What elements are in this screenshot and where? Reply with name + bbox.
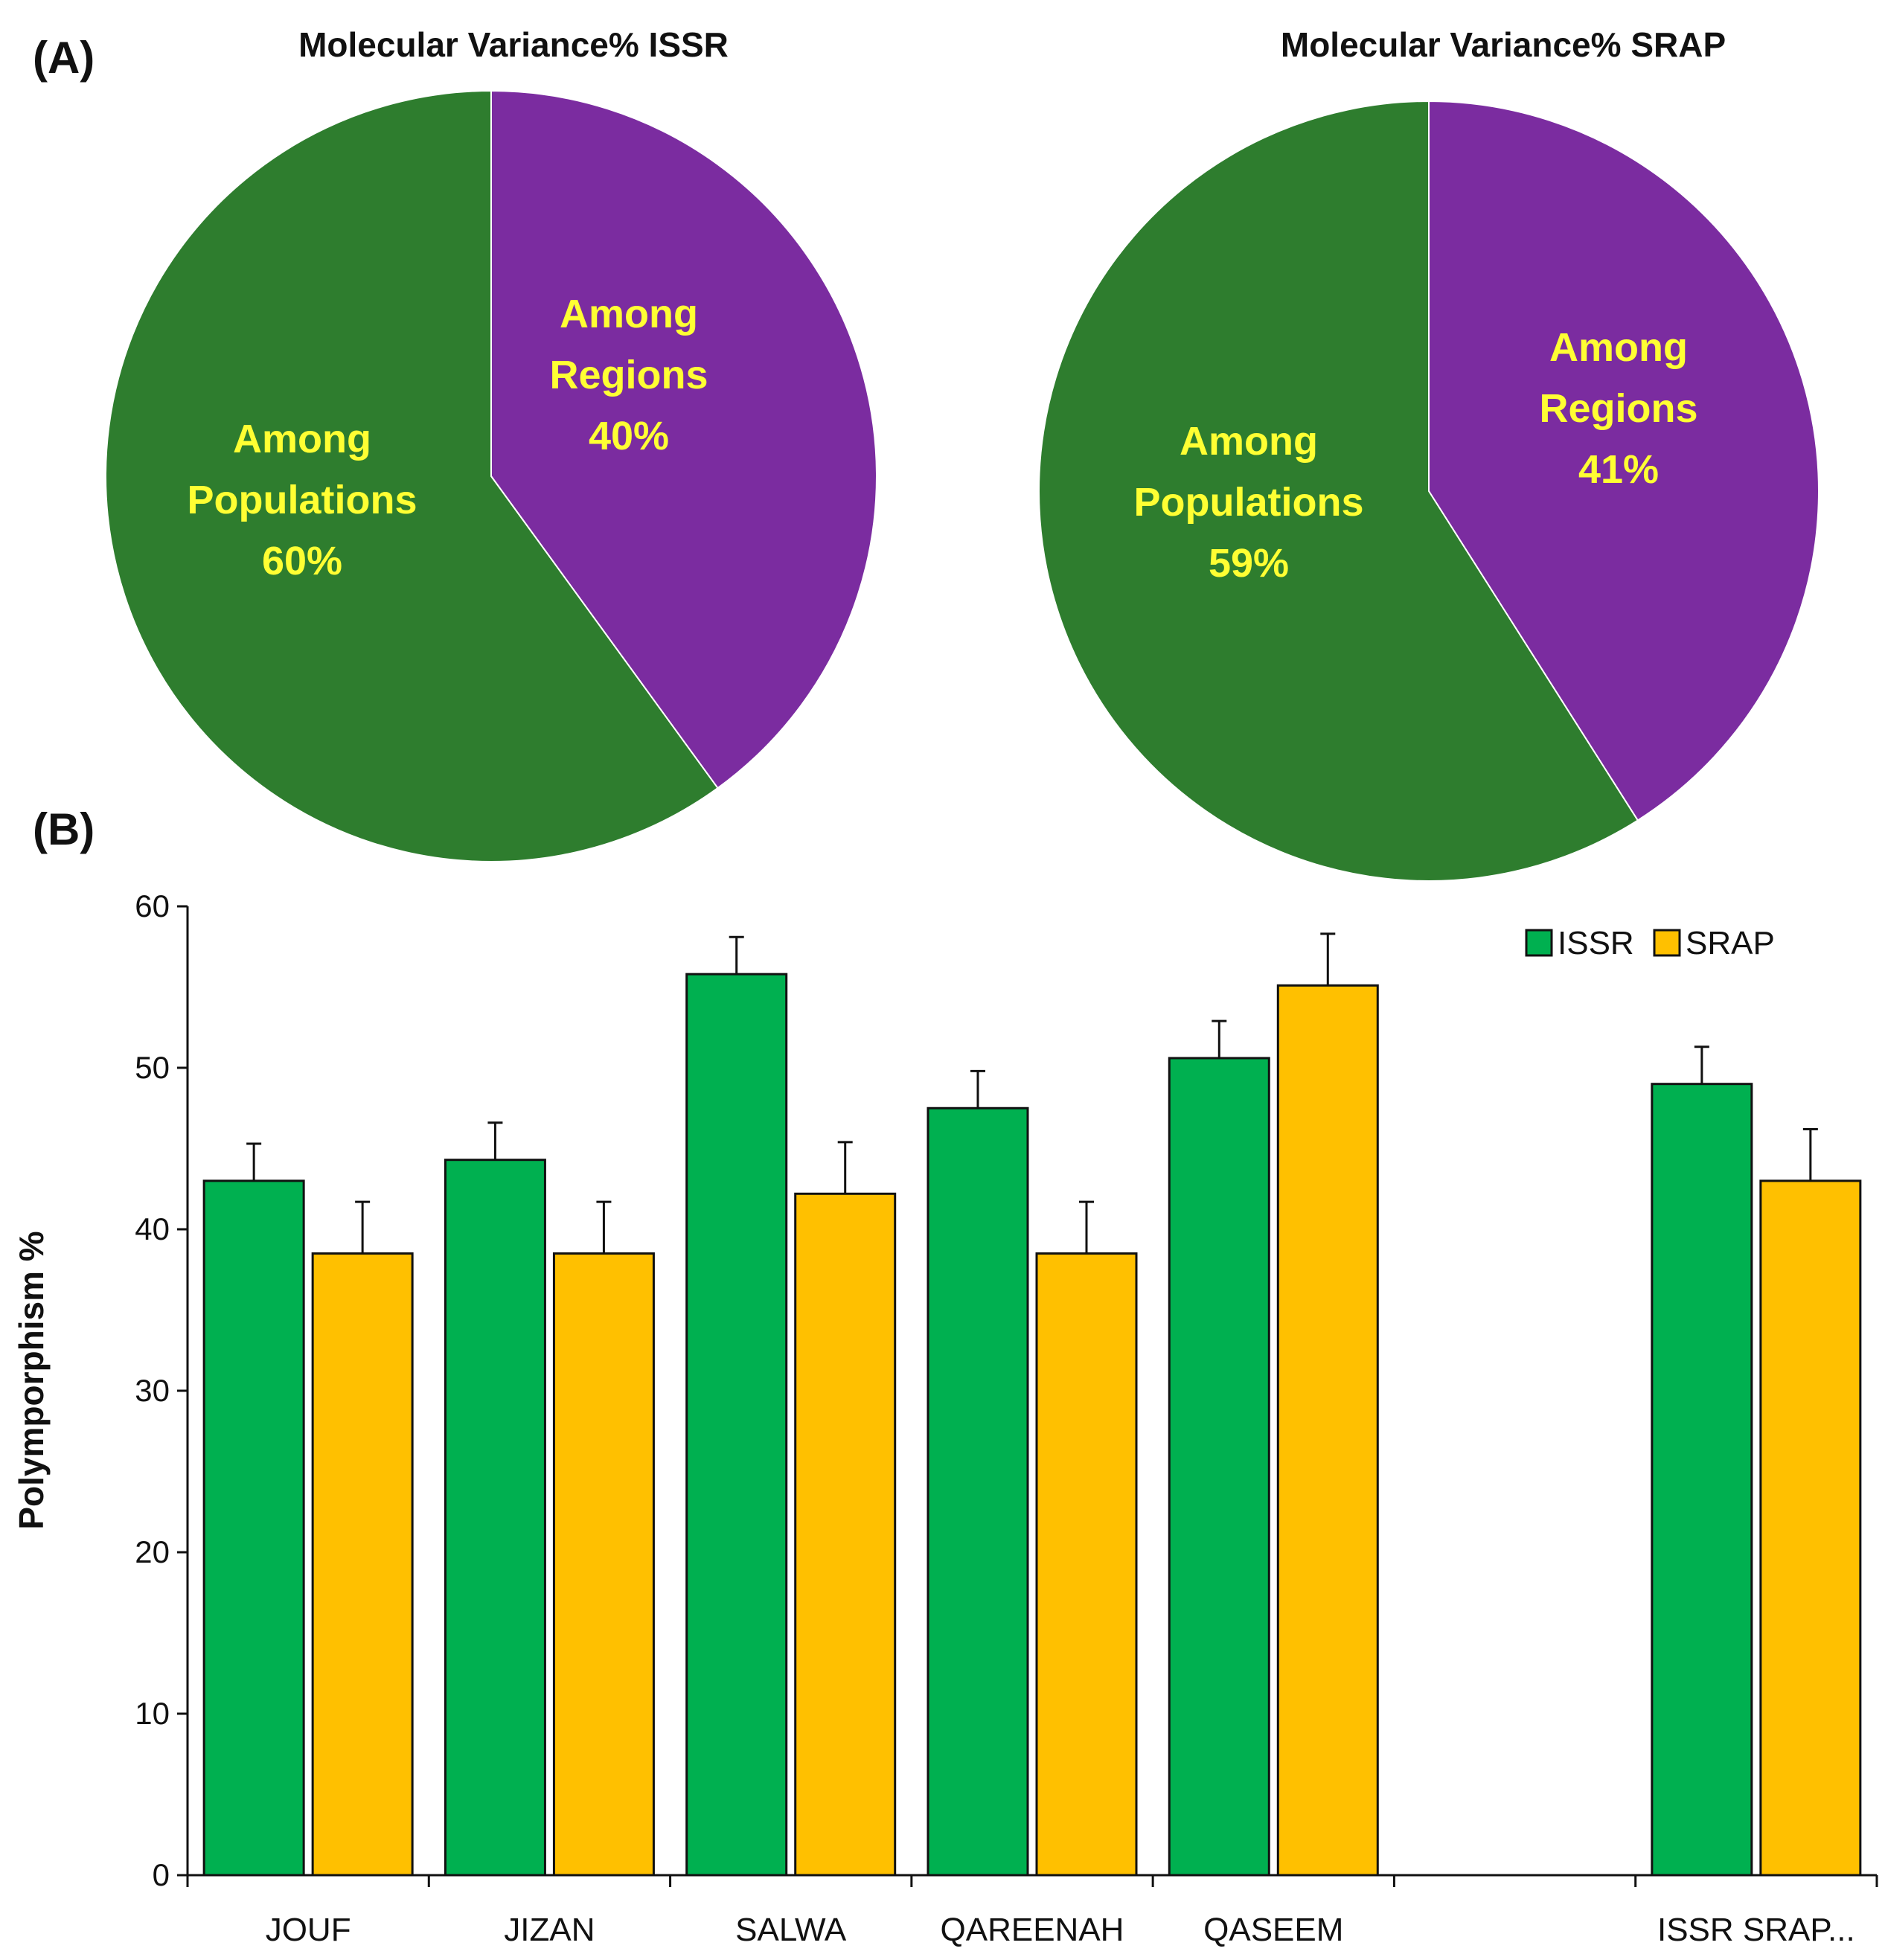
pie-title-srap: Molecular Variance% SRAP	[1281, 25, 1726, 64]
legend-label-issr: ISSR	[1558, 925, 1634, 961]
slice-label-line1: Among	[560, 292, 698, 336]
bar-srap-3	[1035, 1252, 1138, 1877]
y-tick-label: 50	[135, 1050, 170, 1085]
slice-label-line2: Populations	[1134, 480, 1364, 525]
y-tick-label: 60	[135, 888, 170, 923]
bar-chart-polymorphism: Polymporphism % 0 10 20 30 40 50 60 JOUF JIZAN SA…	[12, 888, 1878, 1948]
bar-issr-1	[444, 1159, 546, 1877]
pie-issr-slice-populations	[105, 89, 719, 862]
slice-label-line2: Regions	[1539, 386, 1697, 431]
pie-srap-slice-regions	[1428, 100, 1820, 822]
x-category-label: JOUF	[266, 1912, 351, 1948]
y-axis-title: Polymporphism %	[12, 1231, 51, 1529]
slice-label-pct: 59%	[1209, 541, 1289, 586]
legend-swatch-srap	[1653, 929, 1681, 957]
y-tick-label: 0	[153, 1857, 170, 1892]
slice-label-issr-regions: Among Regions 40%	[549, 292, 708, 458]
slice-label-pct: 40%	[589, 414, 669, 458]
y-tick-label: 20	[135, 1534, 170, 1569]
x-category-label: QAREENAH	[941, 1912, 1124, 1948]
bar-issr-3	[927, 1106, 1029, 1877]
legend-label-srap: SRAP	[1686, 925, 1775, 961]
x-category-label: QASEEM	[1203, 1912, 1343, 1948]
panel-label-a: (A)	[33, 33, 95, 83]
y-tick-label: 30	[135, 1373, 170, 1408]
bar-issr-6	[1651, 1083, 1753, 1877]
slice-label-line1: Among	[233, 417, 371, 461]
legend-swatch-issr	[1525, 929, 1553, 957]
bar-srap-1	[552, 1252, 655, 1877]
pie-issr-slice-regions	[490, 89, 877, 790]
pie-chart-issr: Molecular Variance% ISSR Among Regions 4…	[105, 25, 877, 862]
bar-issr-4	[1168, 1057, 1270, 1877]
pie-title-issr: Molecular Variance% ISSR	[298, 25, 729, 64]
x-category-label: ISSR SRAP...	[1657, 1912, 1855, 1948]
bar-srap-6	[1759, 1179, 1862, 1877]
bar-issr-2	[685, 973, 788, 1877]
bar-issr-0	[202, 1179, 305, 1877]
slice-label-issr-populations: Among Populations 60%	[188, 417, 417, 583]
bar-srap-2	[794, 1192, 897, 1877]
panel-label-b: (B)	[33, 804, 95, 854]
y-tick-label: 40	[135, 1211, 170, 1246]
slice-label-line2: Regions	[549, 353, 708, 397]
bar-srap-0	[311, 1252, 414, 1877]
slice-label-pct: 41%	[1578, 447, 1659, 492]
slice-label-line1: Among	[1549, 325, 1688, 370]
legend: ISSR SRAP	[1525, 925, 1775, 961]
slice-label-srap-populations: Among Populations 59%	[1134, 419, 1364, 586]
x-category-label: JIZAN	[504, 1912, 595, 1948]
y-tick-label: 10	[135, 1696, 170, 1731]
bar-srap-4	[1276, 984, 1379, 1877]
slice-label-line2: Populations	[188, 478, 417, 522]
slice-label-line1: Among	[1180, 419, 1318, 464]
slice-label-srap-regions: Among Regions 41%	[1539, 325, 1697, 492]
pie-chart-srap: Molecular Variance% SRAP Among Regions 4…	[1038, 25, 1820, 882]
slice-label-pct: 60%	[262, 539, 342, 583]
x-category-label: SALWA	[735, 1912, 847, 1948]
pie-srap-slice-populations	[1038, 100, 1639, 882]
